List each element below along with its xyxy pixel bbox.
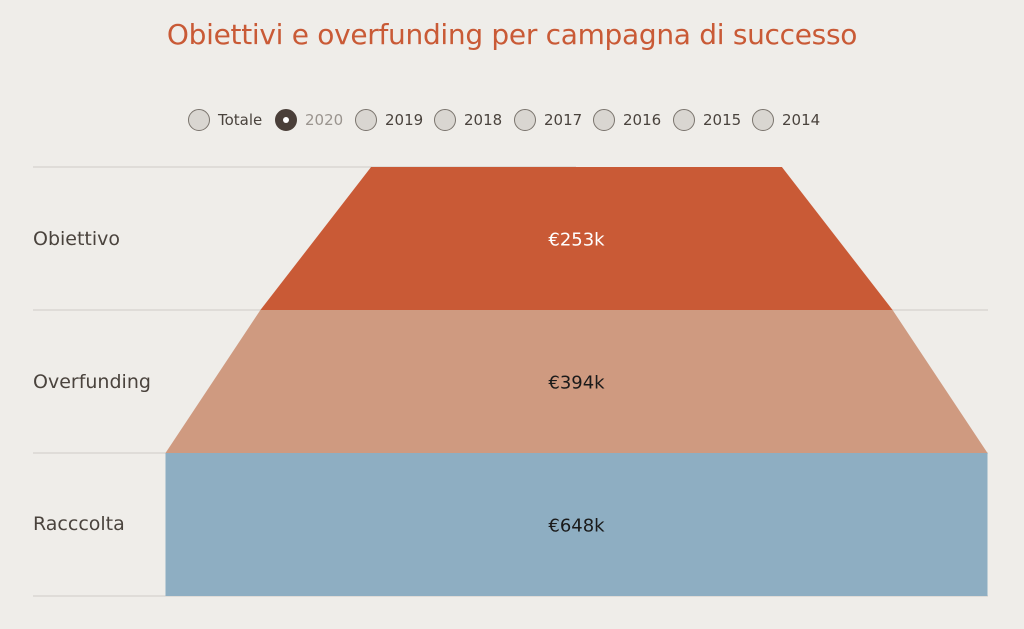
chart-title: Obiettivi e overfunding per campagna di … (166, 18, 858, 51)
year-filter: Totale 2020 2019 2018 2017 2016 2015 2014 (0, 104, 1024, 136)
funnel-value-label: €253k (548, 230, 605, 251)
radio-unselected-icon[interactable] (434, 109, 456, 131)
radio-label: 2018 (464, 111, 503, 129)
radio-unselected-icon[interactable] (593, 109, 615, 131)
radio-label: Totale (218, 111, 263, 129)
radio-unselected-icon[interactable] (752, 109, 774, 131)
radio-option-2015[interactable]: 2015 (673, 104, 741, 136)
radio-label: 2016 (623, 111, 662, 129)
radio-unselected-icon[interactable] (514, 109, 536, 131)
funnel-segment-overfunding[interactable] (165, 310, 988, 453)
radio-label: 2019 (385, 111, 424, 129)
radio-unselected-icon[interactable] (673, 109, 695, 131)
radio-option-2014[interactable]: 2014 (752, 104, 820, 136)
funnel-value-label: €648k (548, 516, 605, 537)
radio-unselected-icon[interactable] (188, 109, 210, 131)
radio-option-2019[interactable]: 2019 (355, 104, 423, 136)
row-label-raccolta: Racccolta (33, 513, 125, 535)
radio-unselected-icon[interactable] (355, 109, 377, 131)
radio-option-totale[interactable]: Totale (188, 104, 262, 136)
funnel-value-label: €394k (548, 373, 605, 394)
row-label-obiettivo: Obiettivo (33, 228, 121, 250)
radio-label: 2014 (782, 111, 821, 129)
radio-option-2018[interactable]: 2018 (434, 104, 502, 136)
radio-label: 2015 (703, 111, 742, 129)
radio-label: 2017 (544, 111, 583, 129)
radio-option-2016[interactable]: 2016 (593, 104, 661, 136)
radio-option-2017[interactable]: 2017 (514, 104, 582, 136)
radio-label: 2020 (305, 111, 344, 129)
row-label-overfunding: Overfunding (33, 371, 151, 393)
funnel-segment-racccolta[interactable] (165, 453, 988, 596)
radio-option-2020[interactable]: 2020 (275, 104, 343, 136)
funnel-segment-obiettivo[interactable] (260, 167, 893, 310)
radio-selected-icon[interactable] (275, 109, 297, 131)
